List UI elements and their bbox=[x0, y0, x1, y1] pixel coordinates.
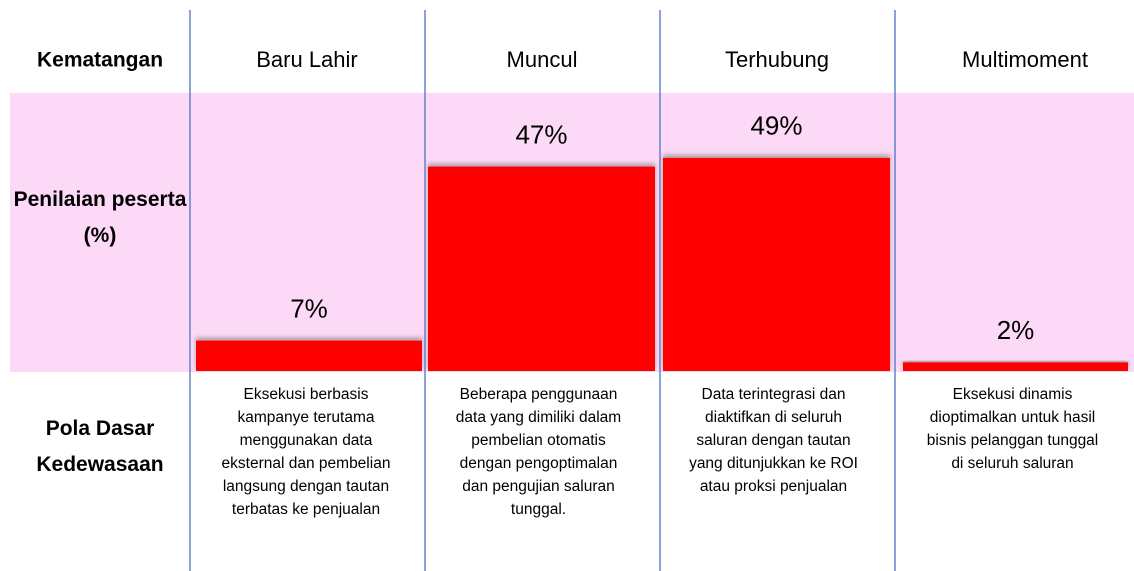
column-header: Baru Lahir bbox=[256, 47, 358, 72]
bar bbox=[663, 157, 890, 371]
value-label: 2% bbox=[997, 315, 1035, 345]
value-label: 47% bbox=[515, 119, 567, 149]
description-line: data yang dimiliki dalam bbox=[456, 409, 621, 426]
description-line: dan pengujian saluran bbox=[462, 478, 615, 495]
dividers bbox=[189, 10, 896, 571]
description-line: menggunakan data bbox=[240, 432, 373, 449]
bar bbox=[196, 340, 422, 371]
row-label: Penilaian peserta (%) bbox=[14, 188, 187, 247]
description-line: Eksekusi berbasis bbox=[244, 386, 369, 403]
description-line: atau proksi penjualan bbox=[700, 478, 847, 495]
description-line: yang ditunjukkan ke ROI bbox=[689, 455, 858, 472]
description-line: bisnis pelanggan tunggal bbox=[927, 432, 1099, 449]
description-line: diaktifkan di seluruh bbox=[705, 409, 842, 426]
description-line: pembelian otomatis bbox=[471, 432, 606, 449]
description-line: langsung dengan tautan bbox=[223, 478, 389, 495]
description-line: Eksekusi dinamis bbox=[953, 386, 1073, 403]
row-label: Kematangan bbox=[37, 49, 163, 72]
description-line: saluran dengan tautan bbox=[696, 432, 850, 449]
description-line: Data terintegrasi dan bbox=[702, 386, 846, 403]
description-line: dioptimalkan untuk hasil bbox=[930, 409, 1095, 426]
column-header: Multimoment bbox=[962, 47, 1088, 72]
row-label: Pola Dasar Kedewasaan bbox=[36, 417, 163, 476]
description-line: kampanye terutama bbox=[238, 409, 375, 426]
value-label: 49% bbox=[750, 111, 802, 141]
bar bbox=[903, 362, 1128, 371]
value-label: 7% bbox=[290, 293, 328, 323]
description-line: di seluruh saluran bbox=[951, 455, 1073, 472]
bar bbox=[428, 166, 655, 371]
column-header: Muncul bbox=[507, 47, 578, 72]
column-header: Terhubung bbox=[725, 47, 829, 72]
description-line: eksternal dan pembelian bbox=[222, 455, 391, 472]
description-line: Beberapa penggunaan bbox=[460, 386, 618, 403]
description-line: terbatas ke penjualan bbox=[232, 501, 380, 518]
description-line: tunggal. bbox=[511, 501, 566, 518]
description-line: dengan pengoptimalan bbox=[460, 455, 618, 472]
